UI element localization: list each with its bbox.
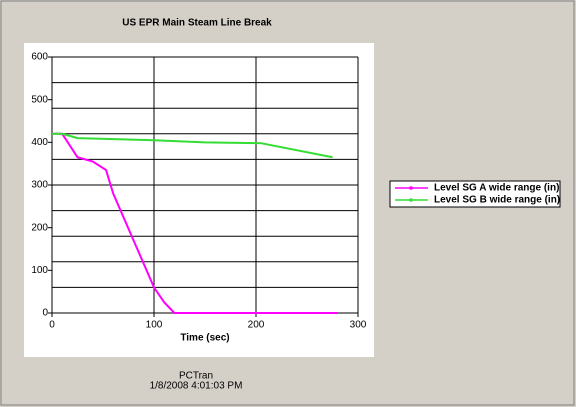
series-line bbox=[52, 132, 338, 314]
x-axis-label: Time (sec) bbox=[180, 333, 229, 344]
y-tick-label: 200 bbox=[31, 222, 48, 233]
plot-panel bbox=[24, 43, 374, 357]
footer: 1/8/2008 4:01:03 PM bbox=[150, 381, 243, 392]
legend-label: Level SG A wide range (in) bbox=[434, 183, 559, 194]
legend bbox=[389, 180, 561, 208]
footer: PCTran bbox=[179, 371, 213, 382]
chart-title: US EPR Main Steam Line Break bbox=[122, 18, 272, 29]
y-tick-label: 600 bbox=[31, 52, 48, 63]
y-tick-label: 0 bbox=[42, 308, 48, 319]
series-line bbox=[52, 132, 333, 159]
x-tick-label: 300 bbox=[350, 320, 367, 331]
x-tick-label: 200 bbox=[248, 320, 265, 331]
y-tick-label: 400 bbox=[31, 137, 48, 148]
x-tick-label: 100 bbox=[146, 320, 163, 331]
y-tick-label: 300 bbox=[31, 180, 48, 191]
x-tick-label: 0 bbox=[49, 320, 55, 331]
legend-marker bbox=[409, 186, 413, 190]
legend-label: Level SG B wide range (in) bbox=[434, 195, 560, 206]
y-tick-label: 500 bbox=[31, 94, 48, 105]
legend-marker bbox=[409, 198, 413, 202]
y-tick-label: 100 bbox=[31, 265, 48, 276]
